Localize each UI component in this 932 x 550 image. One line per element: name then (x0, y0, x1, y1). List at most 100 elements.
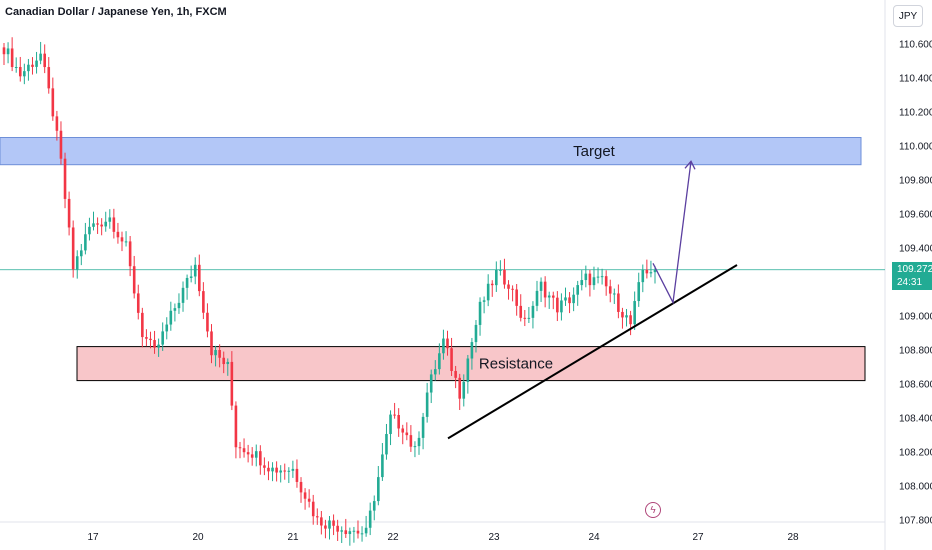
candle-body (222, 357, 226, 365)
candle-body (10, 48, 14, 68)
candle-body (348, 531, 352, 535)
candle-body (234, 405, 238, 448)
y-tick-label: 110.000 (899, 142, 932, 153)
candle-body (482, 300, 486, 302)
x-tick-label: 28 (787, 532, 799, 543)
y-tick-label: 108.400 (899, 414, 932, 425)
target-label: Target (573, 143, 616, 160)
candle-body (429, 374, 433, 393)
candle-body (218, 350, 221, 358)
candle-body (39, 53, 42, 61)
currency-button[interactable]: JPY (893, 5, 923, 27)
candle-body (267, 467, 270, 472)
candle-body (214, 350, 217, 356)
candle-body (67, 198, 71, 228)
candle-body (275, 467, 278, 473)
candle-body (613, 293, 616, 295)
candle-body (271, 467, 274, 472)
candle-body (55, 116, 59, 131)
candle-body (507, 284, 510, 289)
candle-body (287, 470, 291, 472)
candle-body (315, 516, 319, 518)
candle-body (446, 338, 449, 349)
x-tick-label: 23 (488, 532, 500, 543)
candle-body (254, 451, 258, 458)
candle-body (263, 465, 266, 468)
candle-body (425, 392, 429, 417)
candle-body (340, 530, 344, 532)
candle-body (100, 224, 103, 227)
candle-body (295, 468, 299, 482)
candle-body (59, 130, 63, 159)
trendline (447, 264, 738, 440)
candle-body (490, 283, 494, 286)
candle-body (474, 324, 478, 343)
candle-body (580, 280, 584, 286)
candle-body (401, 428, 405, 433)
y-tick-label: 109.600 (899, 210, 932, 221)
candle-body (527, 317, 531, 319)
x-tick-label: 17 (87, 532, 99, 543)
candle-body (136, 293, 140, 313)
candle-body (320, 517, 323, 526)
candle-body (189, 276, 193, 278)
bar-countdown: 24:31 (897, 277, 923, 288)
candle-body (238, 447, 242, 449)
y-tick-label: 108.800 (899, 346, 932, 357)
candle-body (645, 269, 649, 274)
candle-body (299, 481, 303, 493)
candle-body (458, 377, 461, 399)
candle-body (393, 414, 396, 416)
candle-body (259, 451, 262, 466)
candle-body (556, 297, 559, 313)
candle-body (63, 158, 67, 199)
resistance-label: Resistance (479, 356, 553, 373)
candle-body (43, 53, 46, 68)
candle-body (629, 315, 632, 325)
candle-body (356, 530, 360, 534)
projection-arrowhead (684, 160, 696, 170)
candle-body (250, 454, 254, 458)
y-tick-label: 108.600 (899, 380, 932, 391)
candle-body (173, 308, 177, 311)
candle-body (372, 501, 376, 511)
candle-body (470, 342, 474, 359)
lightning-icon[interactable]: ϟ (645, 502, 661, 518)
candle-body (51, 88, 55, 117)
candle-body (360, 533, 364, 535)
y-tick-label: 109.800 (899, 176, 932, 187)
candle-body (198, 264, 201, 292)
candle-body (576, 285, 579, 295)
candle-body (568, 297, 571, 304)
candle-body (303, 492, 307, 499)
candle-body (291, 468, 295, 471)
candle-body (385, 434, 388, 455)
x-tick-label: 22 (387, 532, 399, 543)
candle-body (230, 361, 234, 406)
y-tick-label: 110.200 (899, 108, 932, 119)
candle-body (283, 470, 287, 472)
candle-body (2, 47, 6, 55)
candle-body (499, 269, 502, 271)
candle-body (584, 273, 588, 281)
candle-body (438, 353, 441, 370)
candle-body (442, 338, 445, 354)
candle-body (332, 520, 335, 526)
candle-body (633, 301, 636, 325)
candle-body (6, 48, 10, 55)
candle-body (535, 290, 539, 306)
chart-title: Canadian Dollar / Japanese Yen, 1h, FXCM (5, 6, 227, 18)
last-price-value: 109.272 (897, 264, 932, 275)
candle-body (649, 272, 653, 274)
candle-body (478, 301, 482, 325)
candle-body (149, 338, 152, 341)
candle-body (31, 64, 34, 67)
candle-body (641, 269, 645, 283)
candle-body (120, 237, 124, 242)
candle-body (14, 67, 18, 69)
y-tick-label: 110.600 (899, 40, 932, 51)
candle-body (596, 276, 600, 278)
candle-body (71, 227, 75, 270)
candle-body (405, 432, 409, 436)
